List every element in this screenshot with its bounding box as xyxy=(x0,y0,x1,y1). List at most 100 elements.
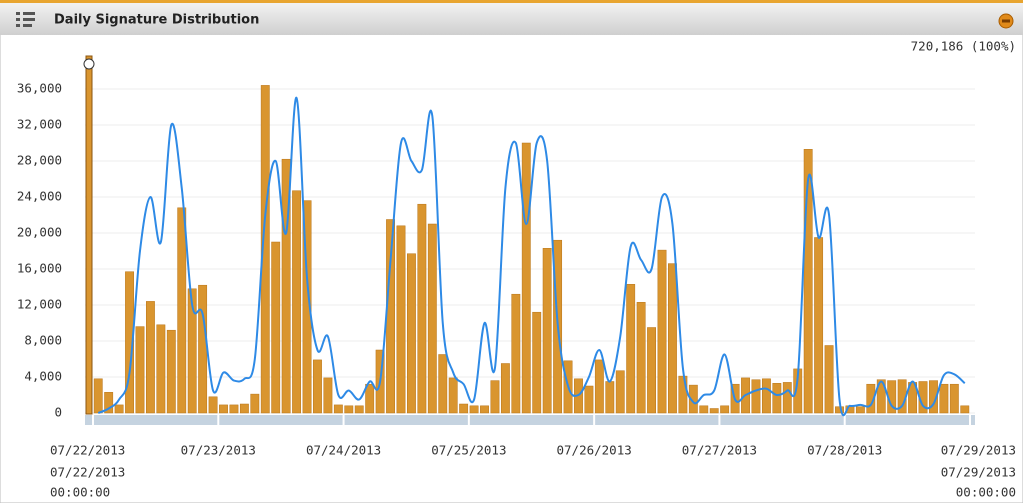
x-axis-band xyxy=(85,415,975,425)
bar xyxy=(699,405,709,414)
x-tick-mark xyxy=(92,415,94,425)
range-handle[interactable] xyxy=(85,55,93,415)
line xyxy=(97,96,966,417)
bar xyxy=(135,326,145,414)
bar xyxy=(594,359,604,414)
bar xyxy=(323,377,333,414)
bar xyxy=(636,302,646,414)
bar xyxy=(490,380,500,414)
range-end-date: 07/29/2013 xyxy=(941,465,1016,480)
bar xyxy=(782,382,792,414)
bar xyxy=(542,248,552,414)
bar xyxy=(480,405,489,414)
bar xyxy=(929,380,938,414)
bar xyxy=(219,404,228,414)
bar xyxy=(177,207,187,414)
bar xyxy=(198,284,208,414)
bar xyxy=(668,263,677,414)
bar xyxy=(417,203,427,414)
x-tick-mark xyxy=(969,415,971,425)
bar xyxy=(511,293,521,414)
bar xyxy=(239,403,249,414)
x-tick-mark xyxy=(467,415,470,425)
bar xyxy=(281,158,291,414)
bar xyxy=(292,190,302,414)
bar xyxy=(229,404,239,414)
y-tick-label: 28,000 xyxy=(17,153,62,168)
bar xyxy=(960,405,970,414)
bar xyxy=(939,383,949,414)
bar xyxy=(166,329,176,414)
range-handle-grip xyxy=(83,58,95,70)
x-tick-mark xyxy=(342,415,345,425)
bar xyxy=(145,301,155,414)
bar xyxy=(104,392,114,414)
y-tick-label: 16,000 xyxy=(17,261,62,276)
header-title: Daily Signature Distribution xyxy=(54,13,259,28)
bar xyxy=(647,327,656,414)
y-tick-label: 8,000 xyxy=(24,333,62,348)
bar xyxy=(521,142,531,414)
menu-icon[interactable] xyxy=(16,12,35,27)
bar xyxy=(407,253,416,414)
x-tick-mark xyxy=(593,415,596,425)
bar xyxy=(532,311,542,414)
x-tick-label: 07/22/2013 xyxy=(50,443,125,458)
bar xyxy=(626,284,636,414)
bar xyxy=(855,406,865,414)
x-tick-label: 07/28/2013 xyxy=(807,443,882,458)
y-tick-label: 36,000 xyxy=(17,81,62,96)
x-tick-label: 07/23/2013 xyxy=(181,443,256,458)
bar xyxy=(615,370,625,414)
bar xyxy=(313,359,322,414)
bar xyxy=(354,405,364,414)
range-end-time: 00:00:00 xyxy=(956,485,1016,500)
y-tick-label: 12,000 xyxy=(17,297,62,312)
bar xyxy=(333,404,343,414)
x-tick-label: 07/25/2013 xyxy=(431,443,506,458)
header-bar xyxy=(0,3,1023,35)
y-tick-label: 20,000 xyxy=(17,225,62,240)
bar xyxy=(709,408,719,414)
x-tick-label: 07/27/2013 xyxy=(682,443,757,458)
x-tick-mark xyxy=(718,415,721,425)
bar xyxy=(427,223,437,414)
bar xyxy=(396,225,406,414)
bar xyxy=(605,381,615,414)
y-tick-label: 0 xyxy=(54,405,62,420)
header-accent xyxy=(0,0,1023,3)
bar xyxy=(688,384,698,414)
y-tick-label: 4,000 xyxy=(24,369,62,384)
bar xyxy=(208,396,218,414)
bar xyxy=(876,379,886,414)
bar xyxy=(761,378,771,414)
x-tick-mark xyxy=(217,415,220,425)
bar xyxy=(114,404,124,414)
bar xyxy=(271,241,281,414)
x-tick-label: 07/29/2013 xyxy=(941,443,1016,458)
bar xyxy=(824,345,834,414)
bar xyxy=(438,354,448,414)
bar xyxy=(720,405,730,414)
bar xyxy=(459,403,469,414)
range-start-time: 00:00:00 xyxy=(50,485,110,500)
bar xyxy=(657,249,667,414)
bar xyxy=(365,383,375,414)
bar xyxy=(260,85,270,414)
bar xyxy=(469,405,479,414)
range-start-date: 07/22/2013 xyxy=(50,465,125,480)
bar xyxy=(302,200,312,414)
bar xyxy=(187,288,197,414)
bar xyxy=(814,237,824,414)
y-tick-label: 32,000 xyxy=(17,117,62,132)
bar xyxy=(500,363,510,414)
x-tick-label: 07/24/2013 xyxy=(306,443,381,458)
bar xyxy=(344,405,354,414)
bar xyxy=(156,324,166,414)
bar xyxy=(250,393,260,414)
x-tick-mark xyxy=(843,415,846,425)
y-tick-label: 24,000 xyxy=(17,189,62,204)
bar xyxy=(866,383,876,414)
bar xyxy=(93,378,103,414)
